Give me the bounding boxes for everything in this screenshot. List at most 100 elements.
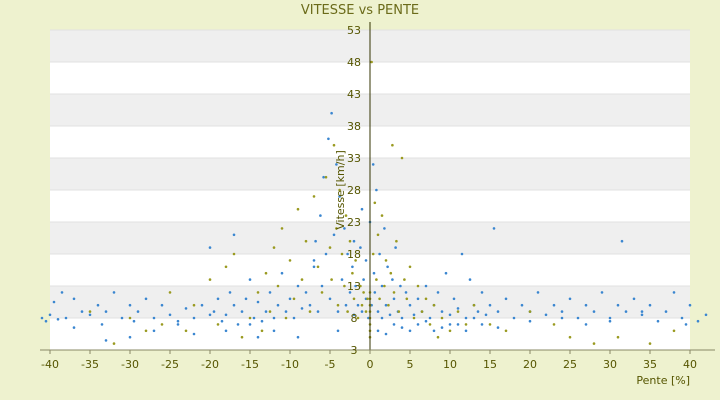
data-point-series-1 [176, 323, 180, 326]
data-point-series-2 [308, 310, 312, 313]
x-tick-label: -25 [161, 358, 179, 371]
data-point-series-1 [192, 332, 196, 336]
data-point-series-1 [584, 303, 588, 307]
data-point-series-2 [304, 239, 308, 243]
data-point-series-1 [560, 316, 564, 320]
data-point-series-1 [284, 310, 288, 313]
data-point-series-2 [504, 329, 508, 333]
data-point-series-1 [536, 291, 540, 294]
y-axis-label: Vitesse [km/h] [334, 150, 347, 230]
data-point-series-1 [404, 291, 408, 294]
data-point-series-1 [280, 271, 284, 275]
data-point-series-1 [664, 310, 668, 313]
data-point-series-2 [300, 278, 304, 281]
data-point-series-1 [352, 239, 356, 243]
data-point-series-2 [340, 252, 344, 256]
data-point-series-1 [480, 323, 484, 326]
data-point-series-1 [416, 323, 420, 326]
data-point-series-1 [104, 310, 108, 313]
data-point-series-1 [44, 319, 48, 323]
data-point-series-1 [184, 307, 188, 310]
x-tick-label: -35 [81, 358, 99, 371]
data-point-series-1 [392, 297, 396, 301]
data-point-series-2 [240, 335, 244, 339]
y-tick-label: 23 [347, 216, 361, 229]
data-point-series-1 [680, 316, 684, 320]
data-point-series-1 [80, 310, 84, 313]
data-point-series-1 [40, 316, 44, 320]
data-point-series-1 [346, 252, 349, 256]
data-point-series-2 [616, 335, 620, 339]
data-point-series-2 [552, 323, 556, 326]
data-point-series-2 [324, 175, 328, 179]
data-point-series-1 [640, 313, 644, 317]
y-tick-label: 48 [347, 56, 361, 69]
y-tick-label: 3 [351, 344, 358, 357]
data-point-series-2 [448, 329, 452, 333]
data-point-series-1 [272, 316, 276, 320]
x-tick-label: -40 [41, 358, 59, 371]
data-point-series-1 [300, 307, 304, 310]
x-tick-label: 40 [683, 358, 697, 371]
data-point-series-1 [120, 316, 124, 320]
y-tick-label: 18 [347, 248, 361, 261]
data-point-series-1 [88, 313, 92, 317]
data-point-series-1 [96, 303, 100, 307]
data-point-series-2 [328, 246, 332, 249]
data-point-series-1 [464, 329, 468, 333]
data-point-series-1 [616, 303, 620, 307]
data-point-series-1 [128, 335, 132, 339]
data-point-series-1 [144, 297, 148, 301]
data-point-series-1 [296, 335, 300, 339]
x-tick-label: 0 [367, 358, 374, 371]
data-point-series-1 [240, 310, 244, 313]
x-tick-label: -30 [121, 358, 139, 371]
data-point-series-2 [268, 310, 272, 313]
data-point-series-1 [220, 319, 224, 323]
data-point-series-1 [132, 319, 136, 323]
data-point-series-1 [292, 316, 296, 320]
data-point-series-1 [328, 297, 332, 301]
data-point-series-1 [448, 323, 452, 326]
data-point-series-1 [208, 313, 212, 317]
data-point-series-1 [327, 137, 330, 141]
data-point-series-1 [704, 313, 708, 317]
data-point-series-1 [330, 111, 333, 115]
data-point-series-1 [608, 316, 612, 320]
data-point-series-1 [520, 303, 524, 307]
data-point-series-1 [416, 297, 420, 301]
data-point-series-2 [384, 259, 388, 262]
data-point-series-1 [104, 339, 108, 342]
data-point-series-2 [464, 323, 468, 326]
data-point-series-1 [468, 278, 472, 281]
data-point-series-2 [184, 329, 188, 333]
data-point-series-1 [492, 227, 496, 230]
data-point-series-1 [362, 278, 365, 281]
data-point-series-2 [88, 310, 92, 313]
data-point-series-1 [160, 303, 164, 307]
data-point-series-1 [688, 303, 692, 307]
data-point-series-1 [620, 239, 624, 243]
data-point-series-1 [373, 291, 377, 294]
data-point-series-1 [376, 310, 380, 313]
data-point-series-1 [224, 313, 228, 317]
data-point-series-1 [380, 284, 384, 288]
data-point-series-1 [340, 278, 344, 281]
data-point-series-2 [232, 252, 236, 256]
data-point-series-1 [544, 313, 548, 317]
data-point-series-1 [324, 252, 328, 256]
data-point-series-2 [400, 156, 404, 160]
data-point-series-1 [100, 323, 104, 326]
data-point-series-1 [384, 332, 388, 336]
data-point-series-2 [387, 303, 390, 307]
data-point-series-1 [560, 310, 564, 313]
data-point-series-2 [343, 284, 346, 288]
data-point-series-2 [371, 252, 375, 256]
data-point-series-1 [136, 310, 140, 313]
data-point-series-1 [696, 319, 700, 323]
data-point-series-1 [632, 297, 636, 301]
data-point-series-2 [112, 342, 116, 345]
data-point-series-2 [359, 284, 362, 288]
x-tick-labels: -40 -35 -30 -25 -20 -15 -10 -5 0 5 10 15 20 25 30 35 40 [41, 350, 697, 371]
